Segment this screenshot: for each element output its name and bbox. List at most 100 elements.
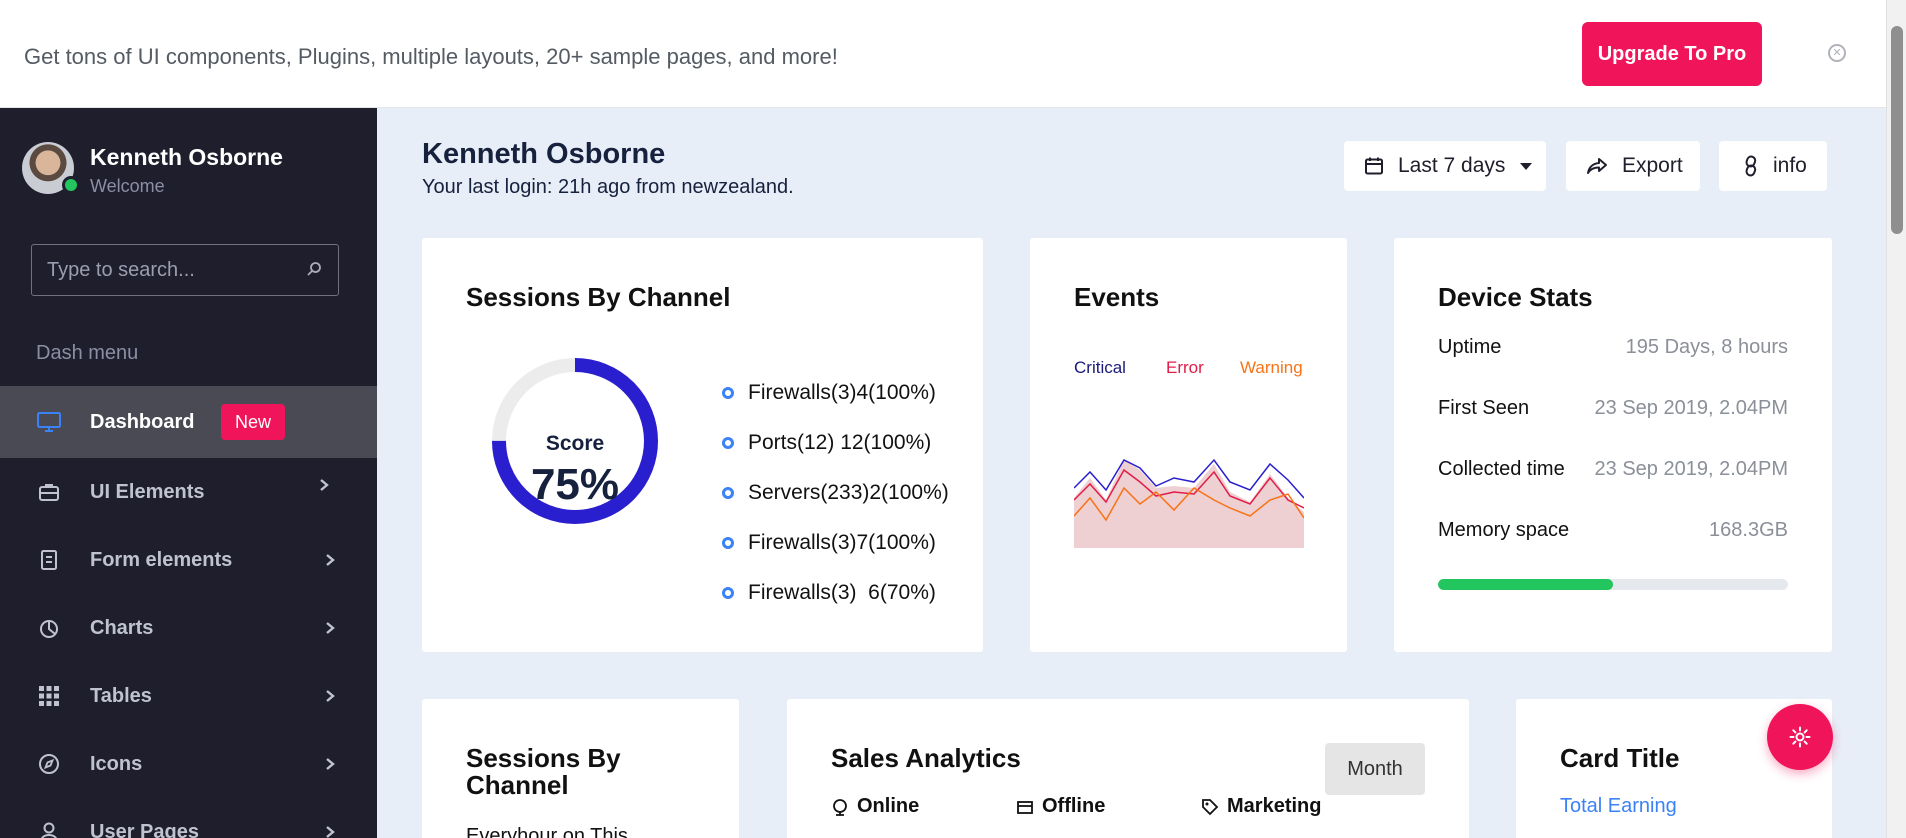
page-scrollbar[interactable] bbox=[1886, 0, 1906, 838]
pie-chart-icon bbox=[36, 615, 62, 641]
events-sparkline bbox=[1074, 458, 1304, 548]
sidebar-item-label: Icons bbox=[90, 752, 143, 775]
sidebar-item-icons[interactable]: Icons bbox=[0, 730, 377, 798]
sidebar-user-subtitle: Welcome bbox=[90, 176, 165, 196]
monitor-icon bbox=[36, 409, 62, 435]
online-status-icon bbox=[62, 176, 80, 194]
legend-label: Firewalls(3)7(100%) bbox=[748, 531, 936, 554]
last-login-text: Your last login: 21h ago from newzealand… bbox=[422, 176, 794, 198]
stat-value: 195 Days, 8 hours bbox=[1625, 336, 1788, 358]
circle-icon bbox=[722, 487, 734, 499]
sidebar-item-form-elements[interactable]: Form elements bbox=[0, 526, 377, 594]
events-area bbox=[1074, 460, 1304, 548]
sales-analytics-card: Sales Analytics Month Online Offline Mar… bbox=[787, 699, 1469, 838]
score-value: 75% bbox=[530, 460, 620, 509]
score-arc bbox=[492, 358, 658, 524]
sessions-by-channel-card-2: Sessions By Channel Everyhour on This bbox=[422, 699, 739, 838]
legend-item: Firewalls(3) 6(70%) bbox=[722, 568, 949, 618]
search-icon[interactable] bbox=[306, 261, 322, 277]
series-error bbox=[1074, 468, 1304, 509]
sidebar-item-user-pages[interactable]: User Pages bbox=[0, 798, 377, 838]
info-button[interactable]: info bbox=[1719, 141, 1827, 191]
card-title: Events bbox=[1074, 282, 1160, 312]
legend-item: Ports(12) 12(100%) bbox=[722, 418, 949, 468]
caret-down-icon bbox=[1520, 163, 1533, 170]
search-input[interactable] bbox=[32, 245, 338, 295]
card-title: Sessions By Channel bbox=[466, 743, 621, 800]
date-range-dropdown[interactable]: Last 7 days bbox=[1344, 141, 1546, 191]
stat-label: Collected time bbox=[1438, 458, 1565, 480]
chevron-right-icon bbox=[326, 826, 335, 838]
chevron-right-icon bbox=[326, 758, 335, 770]
scrollbar-thumb[interactable] bbox=[1891, 26, 1903, 234]
tag-icon bbox=[1202, 798, 1219, 815]
upgrade-button[interactable]: Upgrade To Pro bbox=[1582, 22, 1762, 86]
score-donut bbox=[492, 358, 658, 524]
page-title: Kenneth Osborne bbox=[422, 138, 666, 170]
stat-row-uptime: Uptime 195 Days, 8 hours bbox=[1438, 336, 1788, 359]
settings-fab[interactable] bbox=[1767, 704, 1833, 770]
legend-label: Firewalls(3) 6(70%) bbox=[748, 581, 936, 604]
close-icon[interactable]: ✕ bbox=[1828, 44, 1846, 62]
legend-label: Ports(12) 12(100%) bbox=[748, 431, 932, 454]
chevron-right-icon bbox=[326, 554, 335, 566]
user-icon bbox=[36, 819, 62, 838]
circle-icon bbox=[722, 587, 734, 599]
card-text: Everyhour on This bbox=[466, 825, 628, 838]
sidebar-item-label: Dashboard bbox=[90, 410, 195, 433]
sidebar-search bbox=[31, 244, 339, 296]
export-label: Export bbox=[1622, 154, 1683, 177]
sidebar-user-name[interactable]: Kenneth Osborne bbox=[90, 144, 283, 170]
legend-item: Firewalls(3)4(100%) bbox=[722, 368, 949, 418]
export-button[interactable]: Export bbox=[1566, 141, 1700, 191]
legend-warning[interactable]: Warning bbox=[1240, 358, 1303, 377]
legend-critical[interactable]: Critical bbox=[1074, 358, 1126, 377]
stat-label: Uptime bbox=[1438, 336, 1502, 358]
globe-icon bbox=[833, 798, 847, 816]
total-earning-link[interactable]: Total Earning bbox=[1560, 795, 1677, 817]
store-icon bbox=[1017, 800, 1033, 814]
stat-label: First Seen bbox=[1438, 397, 1530, 419]
chevron-right-icon bbox=[320, 479, 329, 491]
legend-item: Firewalls(3)7(100%) bbox=[722, 518, 949, 568]
memory-progress-bar bbox=[1438, 579, 1788, 590]
chevron-right-icon bbox=[326, 690, 335, 702]
legend-error[interactable]: Error bbox=[1166, 358, 1204, 377]
sales-stat-marketing: Marketing bbox=[1201, 795, 1321, 818]
memory-progress-fill bbox=[1438, 579, 1613, 590]
sidebar-item-ui-elements[interactable]: UI Elements bbox=[0, 458, 377, 526]
card-title: Device Stats bbox=[1438, 282, 1593, 312]
form-icon bbox=[36, 547, 62, 573]
sidebar-item-label: User Pages bbox=[90, 820, 199, 838]
legend-label: Servers(233)2(100%) bbox=[748, 481, 949, 504]
stat-label: Memory space bbox=[1438, 519, 1570, 541]
sidebar: Kenneth Osborne Welcome Dash menu Dashbo… bbox=[0, 108, 377, 838]
events-card: Events Critical Error Warning bbox=[1030, 238, 1347, 652]
sales-stat-label: Offline bbox=[1042, 795, 1106, 817]
sidebar-item-dashboard[interactable]: Dashboard New bbox=[0, 386, 377, 458]
sidebar-item-label: Form elements bbox=[90, 548, 233, 571]
series-critical bbox=[1074, 458, 1304, 499]
sales-stat-online: Online bbox=[831, 795, 919, 818]
link-icon bbox=[1745, 155, 1757, 177]
legend-label: Firewalls(3)4(100%) bbox=[748, 381, 936, 404]
card-title: Card Title bbox=[1560, 743, 1680, 773]
sidebar-item-label: Tables bbox=[90, 684, 152, 707]
grid-icon bbox=[36, 683, 62, 709]
date-range-label: Last 7 days bbox=[1398, 154, 1506, 177]
legend-item: Servers(233)2(100%) bbox=[722, 468, 949, 518]
device-stats-card: Device Stats Uptime 195 Days, 8 hours Fi… bbox=[1394, 238, 1832, 652]
new-badge: New bbox=[221, 404, 286, 440]
stat-value: 23 Sep 2019, 2.04PM bbox=[1594, 397, 1788, 419]
sidebar-item-tables[interactable]: Tables bbox=[0, 662, 377, 730]
stat-row-collected-time: Collected time 23 Sep 2019, 2.04PM bbox=[1438, 458, 1788, 481]
sidebar-item-charts[interactable]: Charts bbox=[0, 594, 377, 662]
stat-value: 23 Sep 2019, 2.04PM bbox=[1594, 458, 1788, 480]
promo-banner: Get tons of UI components, Plugins, mult… bbox=[0, 0, 1886, 108]
card-title: Sessions By Channel bbox=[466, 282, 731, 312]
score-label: Score bbox=[545, 432, 605, 455]
sessions-by-channel-card: Sessions By Channel Score 75% Firewalls(… bbox=[422, 238, 983, 652]
period-button[interactable]: Month bbox=[1325, 743, 1425, 795]
chevron-right-icon bbox=[326, 622, 335, 634]
calendar-icon bbox=[1365, 157, 1383, 175]
